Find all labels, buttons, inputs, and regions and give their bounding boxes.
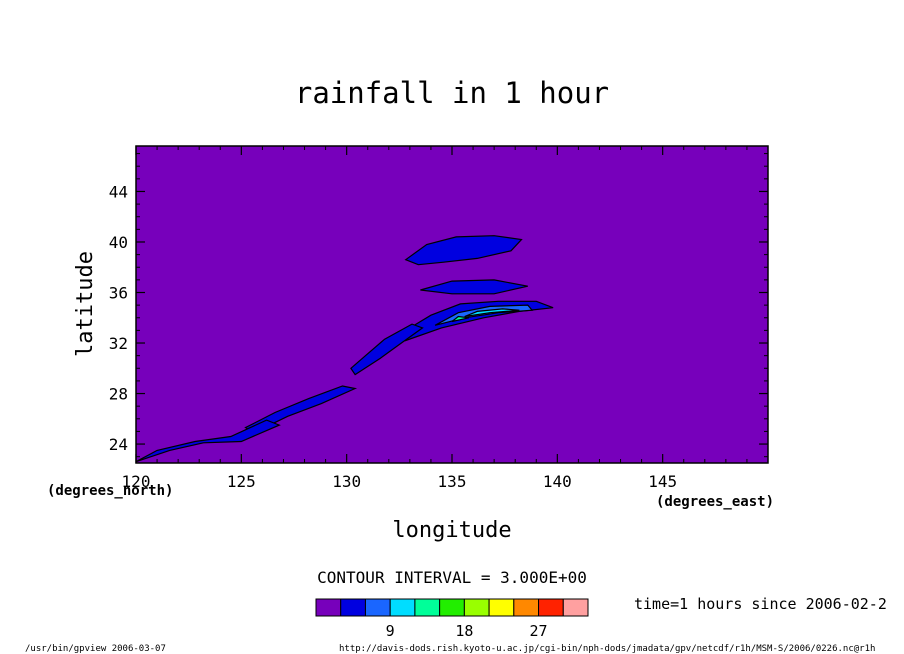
axis-ticks — [135, 146, 768, 463]
y-axis-label: latitude — [73, 251, 98, 357]
footer-program-text: /usr/bin/gpview 2006-03-07 — [25, 644, 166, 654]
rain-region-8 — [451, 315, 470, 323]
rain-region-0 — [404, 235, 523, 266]
colorbar-swatch-2 — [364, 598, 391, 617]
x-tick-labels: 120 125 130 135 140 145 — [122, 472, 678, 491]
x-axis-label: longitude — [392, 518, 511, 543]
time-text: time=1 hours since 2006-02-2 — [634, 595, 887, 613]
y-tick-label: 40 — [109, 233, 128, 252]
colorbar-swatch-0 — [315, 598, 342, 617]
x-tick-label: 120 — [122, 472, 151, 491]
x-tick-label: 130 — [332, 472, 361, 491]
rain-region-7 — [464, 308, 520, 318]
y-tick-labels: 24 28 32 36 40 44 — [109, 182, 128, 454]
colorbar-swatch-7 — [488, 598, 515, 617]
y-tick-label: 36 — [109, 284, 128, 303]
rain-region-3 — [350, 323, 424, 376]
colorbar-swatch-9 — [538, 598, 564, 617]
plot-background — [135, 145, 769, 464]
rain-regions — [135, 235, 554, 463]
colorbar: 9 18 27 — [315, 598, 589, 640]
y-tick-label: 44 — [109, 182, 128, 201]
colorbar-swatch-10 — [562, 598, 589, 617]
y-tick-label: 28 — [109, 385, 128, 404]
rain-region-1 — [420, 279, 528, 295]
chart-title: rainfall in 1 hour — [295, 76, 609, 110]
rain-region-5 — [135, 419, 281, 463]
footer-url-text: http://davis-dods.rish.kyoto-u.ac.jp/cgi… — [339, 644, 875, 654]
colorbar-label: 9 — [386, 622, 395, 640]
colorbar-swatch-3 — [389, 598, 416, 617]
x-tick-label: 145 — [648, 472, 677, 491]
colorbar-swatch-8 — [513, 598, 540, 617]
colorbar-swatch-6 — [463, 598, 490, 617]
colorbar-label: 18 — [455, 622, 473, 640]
x-tick-label: 140 — [543, 472, 572, 491]
x-unit-label: (degrees_east) — [656, 494, 774, 510]
x-tick-label: 135 — [438, 472, 467, 491]
colorbar-swatch-1 — [340, 598, 366, 617]
y-unit-label: (degrees_north) — [47, 483, 173, 499]
contour-interval-text: CONTOUR INTERVAL = 3.000E+00 — [317, 568, 587, 587]
y-tick-label: 24 — [109, 435, 128, 454]
x-tick-label: 125 — [227, 472, 256, 491]
rain-region-4 — [244, 385, 358, 434]
colorbar-swatch-5 — [439, 598, 465, 617]
colorbar-label: 27 — [530, 622, 548, 640]
colorbar-swatch-4 — [414, 598, 441, 617]
plot-area — [135, 145, 769, 464]
y-tick-label: 32 — [109, 334, 128, 353]
